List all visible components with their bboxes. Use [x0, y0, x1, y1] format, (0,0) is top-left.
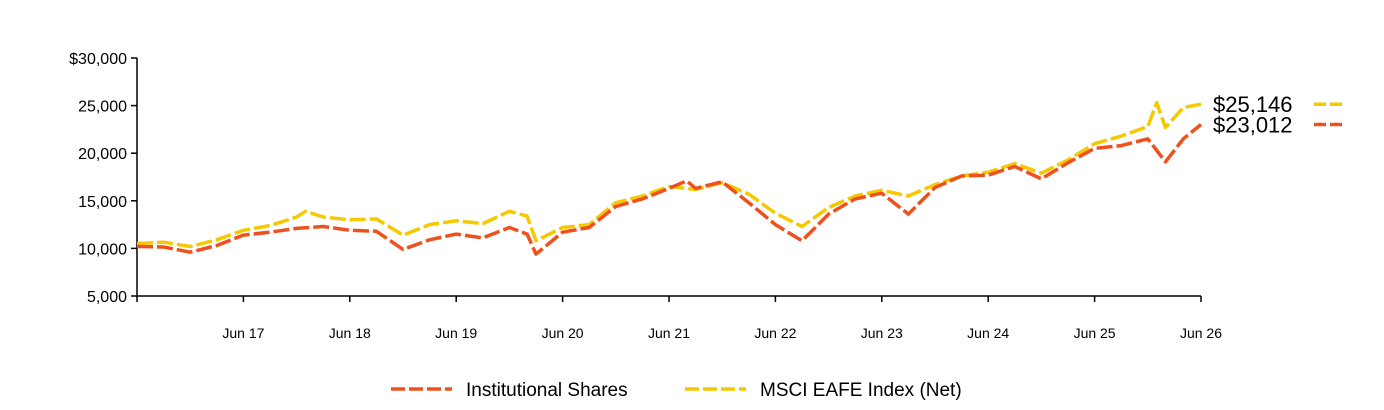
x-tick-label: Jun 22 [754, 325, 796, 341]
x-tick-label: Jun 21 [648, 325, 690, 341]
x-tick-label: Jun 23 [861, 325, 903, 341]
series-line-0 [136, 123, 1203, 256]
end-value-label: $25,146 [1213, 92, 1293, 117]
legend: Institutional Shares MSCI EAFE Index (Net… [391, 380, 962, 401]
x-axis-ticks: Jun 17 Jun 18 Jun 19 Jun 20 Jun 21 Jun 22 Jun … [136, 296, 1222, 341]
y-tick-label: 25,000 [78, 99, 127, 116]
x-tick-label: Jun 17 [222, 325, 264, 341]
y-tick-label: 15,000 [78, 194, 127, 211]
x-tick-label: Jun 20 [542, 325, 584, 341]
x-tick-label: Jun 24 [967, 325, 1009, 341]
series-line-1 [136, 100, 1202, 249]
y-tick-label: 5,000 [87, 289, 127, 306]
x-tick-label: Jun 25 [1074, 325, 1116, 341]
x-tick-label: Jun 26 [1180, 325, 1222, 341]
series-lines [136, 100, 1203, 256]
legend-label: Institutional Shares [466, 380, 628, 401]
end-labels: $23,012$25,146 [1213, 92, 1346, 138]
end-value-label: $23,012 [1213, 113, 1293, 138]
y-tick-label: $30,000 [69, 51, 127, 68]
x-tick-label: Jun 18 [329, 325, 371, 341]
y-tick-label: 20,000 [78, 146, 127, 163]
legend-label: MSCI EAFE Index (Net) [760, 380, 962, 401]
x-tick-label: Jun 19 [435, 325, 477, 341]
y-tick-label: 10,000 [78, 241, 127, 258]
y-axis-ticks: $30,000 25,000 20,000 15,000 10,000 5,000 [69, 51, 137, 306]
